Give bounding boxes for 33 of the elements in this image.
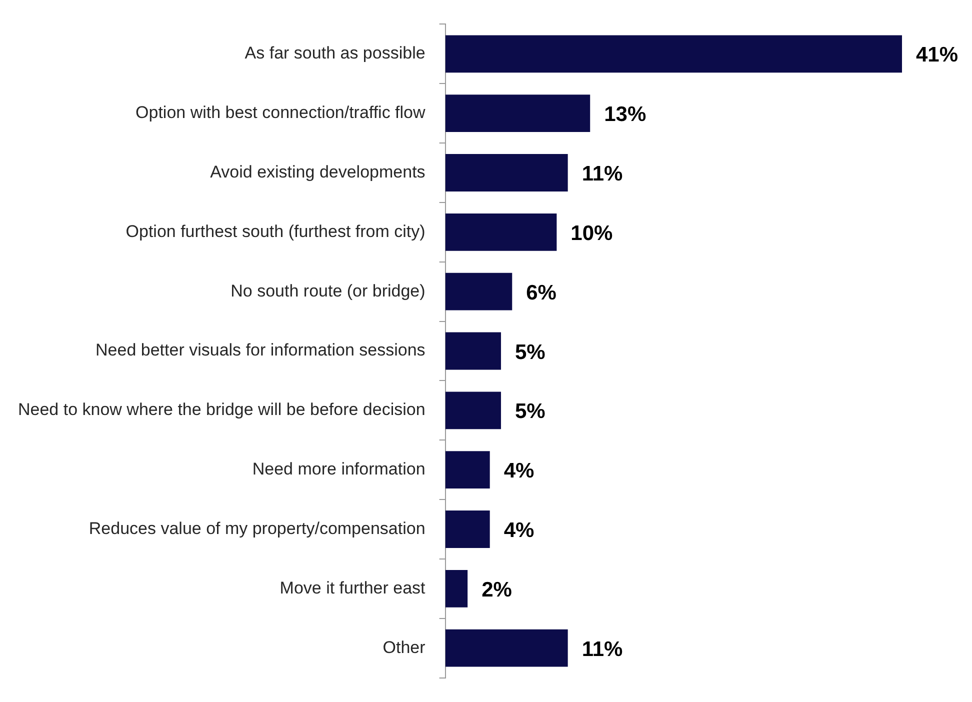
y-tick-label: As far south as possible: [244, 44, 426, 63]
y-tick-label: Option with best connection/traffic flow: [136, 103, 426, 122]
y-tick-label: Need to know where the bridge will be before decision: [18, 400, 426, 420]
y-tick-label: Avoid existing developments: [210, 162, 426, 182]
data-label: 5%: [514, 340, 546, 364]
y-tick-label: Need more information: [252, 460, 426, 479]
y-tick-label: No south route (or bridge): [230, 281, 426, 300]
data-label: 4%: [504, 460, 535, 483]
data-label: 2%: [482, 578, 512, 602]
bar: [445, 154, 568, 192]
data-label: 10%: [570, 222, 614, 245]
data-label: 11%: [582, 638, 624, 661]
y-tick-label: Reduces value of my property/compensation: [88, 518, 426, 538]
bar: [445, 35, 902, 73]
bar: [445, 629, 568, 667]
data-label: 13%: [604, 103, 646, 126]
bar: [445, 94, 590, 132]
bar: [445, 451, 490, 489]
data-label: 11%: [582, 162, 624, 186]
data-label: 6%: [526, 281, 557, 304]
bar: [445, 570, 468, 608]
y-tick-label: Option furthest south (furthest from city): [126, 222, 426, 241]
y-tick-label: Other: [382, 638, 426, 657]
y-tick-label: Move it further east: [280, 578, 426, 598]
bar: [445, 213, 557, 251]
bar: [445, 272, 512, 310]
bar: [445, 510, 490, 548]
bar: [445, 392, 501, 430]
bar: [445, 332, 501, 370]
data-label: 41%: [916, 44, 958, 67]
y-tick-label: Need better visuals for information sessions: [96, 340, 426, 360]
data-label: 5%: [514, 400, 546, 424]
data-label: 4%: [504, 519, 535, 542]
